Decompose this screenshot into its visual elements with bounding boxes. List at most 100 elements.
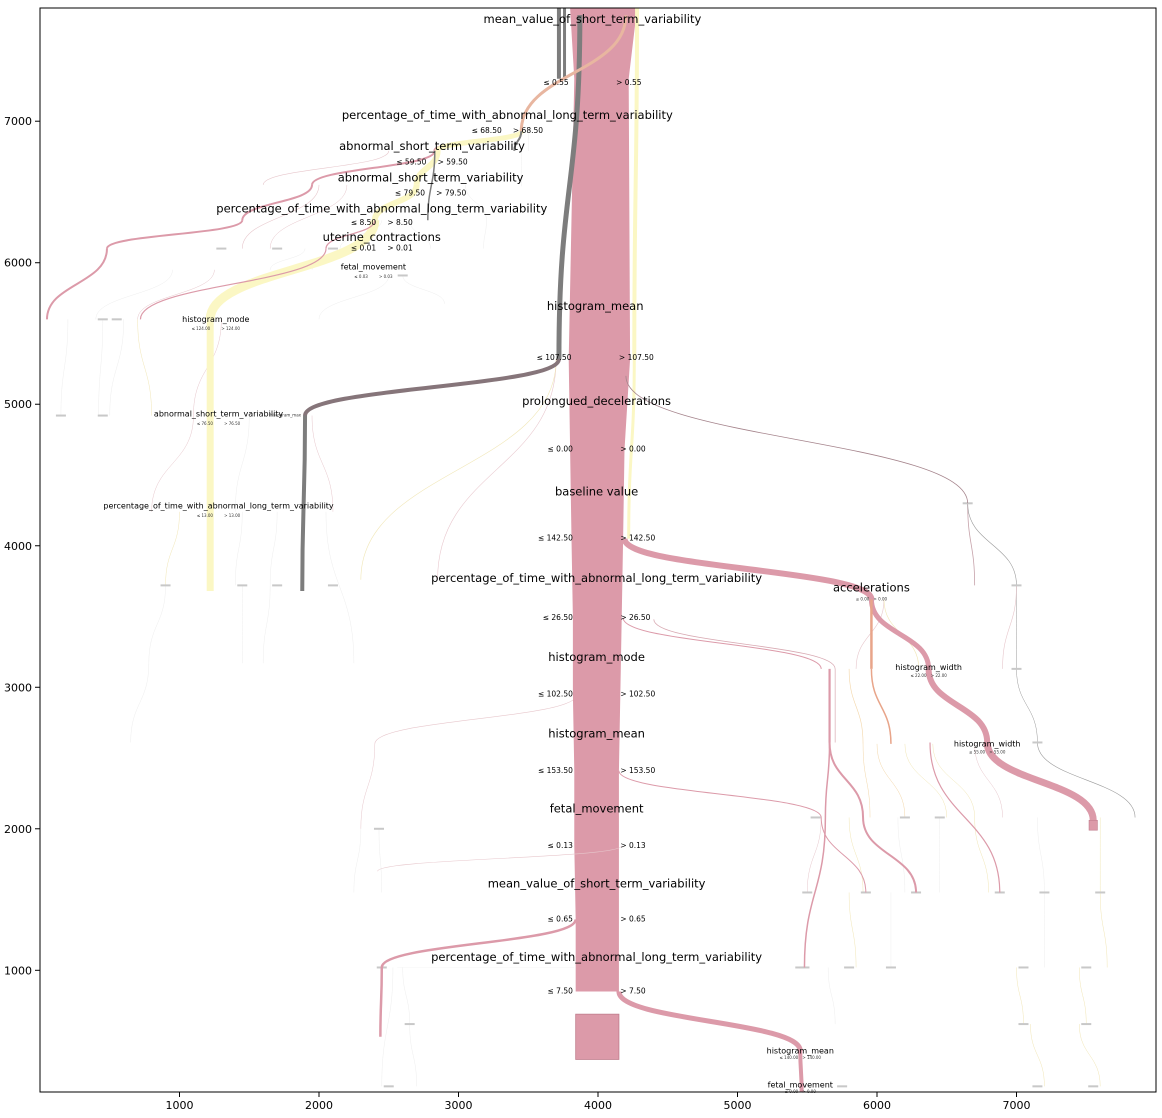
minor-branch xyxy=(402,967,410,1025)
leaf-marker xyxy=(272,247,283,250)
minor-branch xyxy=(1002,585,1017,669)
minor-branch xyxy=(967,503,976,586)
minor-branch xyxy=(130,663,150,743)
minor-branch xyxy=(95,269,173,320)
minor-branch xyxy=(848,668,864,744)
main-split-0-left-threshold: ≤ 0.55 xyxy=(543,78,569,87)
yellow-left-branch xyxy=(205,219,380,321)
leaf-marker xyxy=(1032,1085,1043,1088)
minor-branch xyxy=(381,967,394,1087)
minor-branch xyxy=(876,743,906,818)
leaf-marker xyxy=(810,816,821,819)
right-split-3-node-title: histogram_mean xyxy=(767,1046,834,1055)
leaf-marker xyxy=(844,966,855,969)
main-trunk xyxy=(568,8,638,992)
minor-branch xyxy=(409,220,431,249)
minor-branch xyxy=(148,585,166,664)
minor-branch xyxy=(262,150,390,185)
yellow-upper-branch xyxy=(435,128,524,154)
minor-branch xyxy=(374,694,578,744)
upper-split-1-left-threshold: ≤ 59.50 xyxy=(396,157,426,166)
right-split-2-left-threshold: ≤ 55.00 xyxy=(969,749,986,754)
main-split-4-left-threshold: ≤ 26.50 xyxy=(543,613,573,622)
main-split-6-node-title: histogram_mean xyxy=(548,726,645,740)
pink-right-branch xyxy=(929,742,1001,893)
pink-left-branch xyxy=(241,184,314,221)
pink-right-branch xyxy=(868,599,932,670)
gray-left-branch xyxy=(300,415,308,592)
pink-right-branch xyxy=(621,537,875,601)
pink-leaf-node xyxy=(1088,819,1098,831)
upper-split-2-right-threshold: > 79.50 xyxy=(436,188,466,197)
upper-split-6-node-title: histogram_mode xyxy=(182,315,249,324)
minor-branch xyxy=(137,319,152,416)
upper-split-8-left-threshold: ≤ 13.00 xyxy=(197,513,214,518)
leaf-marker xyxy=(55,414,66,417)
axes-layer: 1000 2000 3000 4000 5000 6000 7000 1000 2000 3000… xyxy=(4,115,1031,1112)
leaf-marker xyxy=(802,891,813,894)
main-split-9-left-threshold: ≤ 7.50 xyxy=(548,987,574,996)
leaf-marker xyxy=(97,318,108,321)
minor-branch xyxy=(967,503,1017,586)
upper-split-4-node-title: uterine_contractions xyxy=(323,230,441,244)
peach-upper-branch xyxy=(519,15,628,132)
minor-branch xyxy=(402,275,445,304)
leaf-marker xyxy=(327,584,338,587)
leaf-marker xyxy=(1081,1023,1092,1026)
pink-left-branch xyxy=(105,219,244,250)
upper-split-0-node-title: percentage_of_time_with_abnormal_long_te… xyxy=(342,108,673,122)
minor-branch xyxy=(360,743,376,829)
minor-branch xyxy=(378,828,383,893)
main-split-1-right-threshold: > 107.50 xyxy=(619,353,654,362)
upper-split-3-right-threshold: > 8.50 xyxy=(387,218,413,227)
pink-right-branch xyxy=(824,742,831,818)
pink-upper-branch xyxy=(311,150,436,186)
yellow-column xyxy=(206,319,214,592)
gray-small-branch xyxy=(427,150,436,221)
minor-branch xyxy=(1079,1024,1101,1087)
minor-branch xyxy=(855,599,885,669)
main-split-1-left-threshold: ≤ 107.50 xyxy=(537,353,572,362)
pink-left-branch xyxy=(325,220,376,249)
leaf-marker xyxy=(327,247,338,250)
leaf-marker xyxy=(1011,667,1022,670)
x-tick-label: 7000 xyxy=(1003,1099,1031,1112)
pink-right-branch xyxy=(862,817,918,893)
leaf-marker xyxy=(383,1085,394,1088)
upper-split-3-left-threshold: ≤ 8.50 xyxy=(351,218,377,227)
minor-branch xyxy=(1037,817,1045,893)
labels-layer: mean_value_of_short_term_variability ≤ 0.… xyxy=(103,12,1020,1094)
leaf-marker xyxy=(1039,891,1050,894)
yellow-upper-branch xyxy=(413,150,441,186)
upper-split-7-left-threshold: ≤ 76.50 xyxy=(197,421,214,426)
pink-right-branch xyxy=(983,741,1097,821)
leaf-marker xyxy=(1088,1085,1099,1088)
minor-branch xyxy=(897,817,906,893)
minor-branch xyxy=(269,184,348,249)
upper-split-5-right-threshold: > 0.03 xyxy=(379,274,393,279)
x-tick-label: 1000 xyxy=(166,1099,194,1112)
leaf-marker xyxy=(795,966,806,969)
small-node-title-0: histogram_max xyxy=(270,413,302,418)
minor-branch xyxy=(325,511,355,664)
minor-branch xyxy=(827,967,836,1025)
leaf-marker xyxy=(885,966,896,969)
right-split-1-left-threshold: ≤ 22.00 xyxy=(910,673,927,678)
minor-branch xyxy=(353,828,362,893)
minor-branch xyxy=(904,743,947,818)
main-split-8-left-threshold: ≤ 0.65 xyxy=(548,914,574,923)
leaf-marker xyxy=(934,816,945,819)
pink-right-branch xyxy=(925,668,991,743)
main-split-3-right-threshold: > 142.50 xyxy=(620,534,655,543)
main-split-5-right-threshold: > 102.50 xyxy=(620,689,655,698)
main-split-6-left-threshold: ≤ 153.50 xyxy=(538,766,573,775)
minor-branch xyxy=(151,415,194,512)
leaf-marker xyxy=(1018,1023,1029,1026)
main-split-7-right-threshold: > 0.13 xyxy=(620,841,646,850)
minor-branch xyxy=(98,319,104,416)
main-split-8-right-threshold: > 0.65 xyxy=(620,914,646,923)
leaf-marker xyxy=(216,247,227,250)
right-split-1-right-threshold: > 22.00 xyxy=(931,673,948,678)
leaf-marker xyxy=(160,584,171,587)
main-split-0-node-title: mean_value_of_short_term_variability xyxy=(484,12,702,26)
